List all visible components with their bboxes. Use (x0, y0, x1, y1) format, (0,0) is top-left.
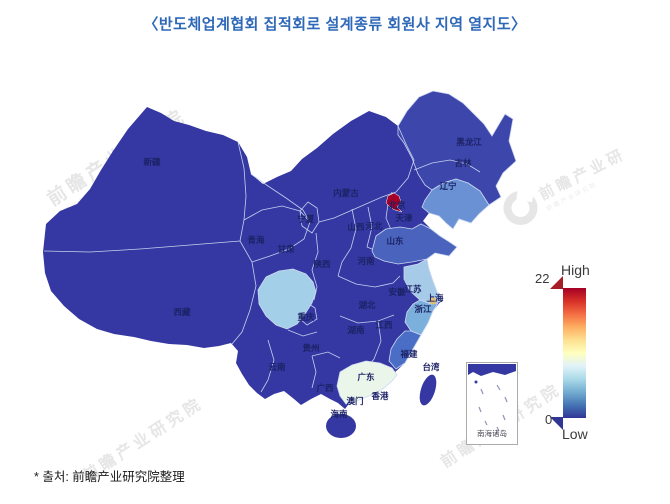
province-shape-shandong (371, 223, 458, 265)
province-shape-jiangsu (403, 258, 442, 305)
legend-low-label: Low (562, 426, 588, 442)
province-shape-liaoning (421, 178, 490, 230)
source-note: * 출처: 前瞻产业研究院整理 (34, 470, 185, 484)
shanghai-dot (429, 297, 437, 305)
legend-gradient (563, 288, 586, 418)
mainland-shape (43, 91, 516, 409)
legend-min-value: 0 (545, 412, 553, 427)
legend-high-label: High (561, 262, 590, 278)
province-shape-sichuan (257, 268, 317, 330)
inset-dash-lines (478, 384, 508, 432)
colorbar-handle-low-icon[interactable] (550, 417, 563, 430)
legend-max-value: 22 (535, 271, 550, 286)
province-shape-guangdong (336, 360, 398, 405)
page-title: 〈반도체업계협회 집적회로 설계종류 회원사 지역 열지도〉 (143, 16, 527, 33)
inset-island-dot (474, 380, 478, 384)
inset-label: 南海诸岛 (477, 429, 507, 438)
colorbar-handle-high-icon[interactable] (550, 276, 563, 289)
inset-box-south-china-sea: 南海诸岛 (466, 362, 518, 445)
province-shape-northeast (397, 90, 517, 206)
inset-map-svg (468, 364, 516, 432)
province-shape-beijing (385, 192, 403, 213)
taiwan-island-shape (419, 374, 437, 406)
province-borders (43, 125, 481, 393)
hainan-island-shape (326, 414, 356, 438)
inset-coast-shape (468, 364, 516, 376)
province-shape-fujian (388, 330, 422, 370)
